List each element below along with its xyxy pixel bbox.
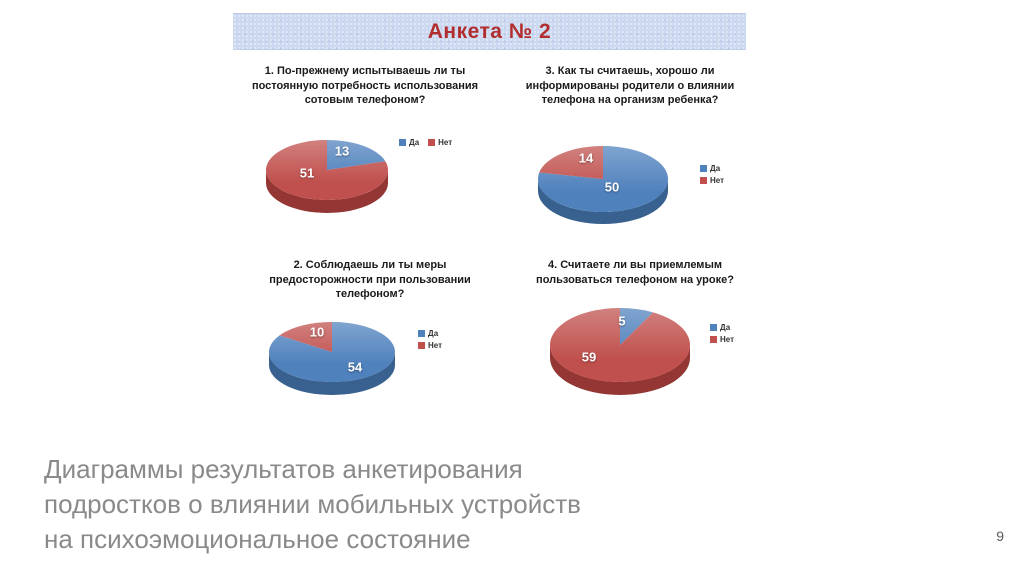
slice-label: 54 <box>348 360 363 375</box>
legend-label: Нет <box>438 138 453 147</box>
slide-header-band: Анкета № 2 <box>233 13 746 50</box>
page-number: 9 <box>996 528 1004 544</box>
chart-question-3: 3. Как ты считаешь, хорошо ли информиров… <box>525 65 735 107</box>
legend-label: Да <box>710 164 721 173</box>
chart-question-1: 1. По-прежнему испытываешь ли ты постоян… <box>251 65 479 107</box>
pie-chart-question-1: 13 51 <box>266 140 388 213</box>
pie-chart-question-3: 50 14 <box>538 146 668 224</box>
chart-question-2: 2. Соблюдаешь ли ты меры предосторожност… <box>269 259 471 301</box>
legend-label: Да <box>409 138 420 147</box>
legend-swatch-icon <box>418 342 425 349</box>
slice-label: 5 <box>618 314 625 329</box>
legend-swatch-icon <box>418 330 425 337</box>
legend-item-Да: Да <box>399 138 419 147</box>
legend-label: Нет <box>428 341 443 350</box>
legend-label: Нет <box>720 335 735 344</box>
slice-label: 14 <box>579 151 594 166</box>
pie-sheen <box>550 308 690 382</box>
legend-swatch-icon <box>399 139 406 146</box>
legend-swatch-icon <box>700 177 707 184</box>
slide-caption: Диаграммы результатов анкетирования подр… <box>44 454 581 554</box>
legend-label: Да <box>720 323 731 332</box>
pie-chart-question-4: 5 59 <box>550 308 690 395</box>
chart-legend-1: Да Нет <box>399 138 452 147</box>
legend-label: Нет <box>710 176 725 185</box>
slice-label: 50 <box>605 180 619 195</box>
legend-item-Нет: Нет <box>710 335 734 344</box>
legend-label: Да <box>428 329 439 338</box>
legend-swatch-icon <box>710 336 717 343</box>
pie-sheen <box>266 140 388 200</box>
slice-label: 13 <box>335 144 349 159</box>
pie-slice-side <box>266 170 388 213</box>
legend-item-Да: Да <box>710 323 734 332</box>
slice-label: 59 <box>582 350 596 365</box>
legend-swatch-icon <box>700 165 707 172</box>
chart-legend-2: Да Нет <box>418 329 442 350</box>
chart-legend-4: Да Нет <box>710 323 734 344</box>
legend-item-Да: Да <box>418 329 442 338</box>
legend-swatch-icon <box>710 324 717 331</box>
legend-item-Да: Да <box>700 164 724 173</box>
chart-legend-3: Да Нет <box>700 164 724 185</box>
slice-label: 10 <box>310 325 324 340</box>
chart-block-question-4: 4. Считаете ли вы приемлемым пользоватьс… <box>505 258 765 423</box>
pie-slice-side <box>269 352 395 395</box>
pie-sheen <box>269 322 395 382</box>
chart-block-question-2: 2. Соблюдаешь ли ты меры предосторожност… <box>245 258 495 423</box>
slice-label: 51 <box>300 166 314 181</box>
legend-item-Нет: Нет <box>418 341 442 350</box>
legend-swatch-icon <box>428 139 436 146</box>
pie-slice-side <box>538 179 668 224</box>
chart-block-question-3: 3. Как ты считаешь, хорошо ли информиров… <box>505 64 755 244</box>
chart-question-4: 4. Считаете ли вы приемлемым пользоватьс… <box>536 259 734 286</box>
pie-chart-question-2: 54 10 <box>269 322 395 395</box>
chart-block-question-1: 1. По-прежнему испытываешь ли ты постоян… <box>240 64 490 239</box>
slide-title: Анкета № 2 <box>427 19 552 43</box>
pie-sheen <box>538 146 668 212</box>
legend-item-Нет: Нет <box>700 176 724 185</box>
legend-item-Нет: Нет <box>428 138 452 147</box>
pie-slice-side <box>550 345 690 395</box>
